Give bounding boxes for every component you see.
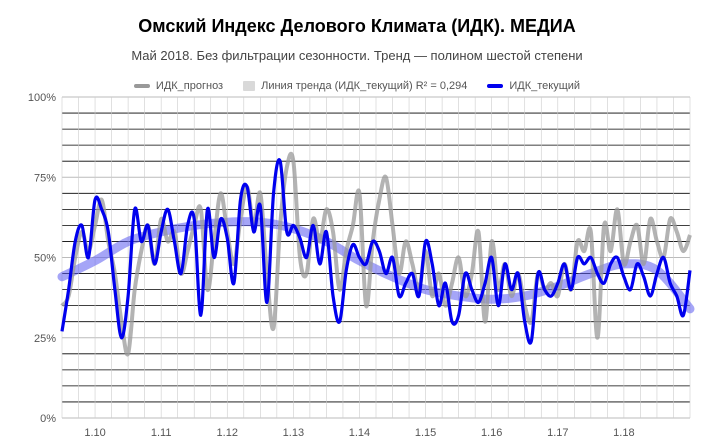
x-tick-label: 1.14 <box>349 427 370 439</box>
x-tick-label: 1.15 <box>415 427 436 439</box>
legend-item-current: ИДК_текущий <box>487 80 580 92</box>
x-tick-label: 1.16 <box>481 427 502 439</box>
legend-item-trend: Линия тренда (ИДК_текущий) R² = 0,294 <box>243 80 467 92</box>
legend-label-forecast: ИДК_прогноз <box>155 80 224 92</box>
legend-label-trend: Линия тренда (ИДК_текущий) R² = 0,294 <box>261 80 468 92</box>
series-forecast-line <box>60 151 692 357</box>
legend-swatch-current <box>487 84 504 88</box>
x-tick-label: 1.10 <box>84 427 105 439</box>
legend-swatch-forecast <box>133 84 150 88</box>
series-current-line <box>60 158 692 345</box>
legend-label-current: ИДК_текущий <box>509 80 581 92</box>
y-tick-label: 50% <box>34 253 56 265</box>
y-tick-label: 25% <box>34 333 56 345</box>
chart-subtitle: Май 2018. Без фильтрации сезонности. Тре… <box>131 48 583 63</box>
y-tick-label: 0% <box>40 413 56 425</box>
x-tick-label: 1.11 <box>151 427 172 439</box>
y-tick-label: 75% <box>34 172 56 184</box>
legend-swatch-trend <box>243 81 256 91</box>
x-tick-label: 1.17 <box>547 427 568 439</box>
legend-item-forecast: ИДК_прогноз <box>133 80 224 92</box>
x-tick-label: 1.13 <box>283 427 304 439</box>
x-tick-label: 1.12 <box>217 427 238 439</box>
x-tick-label: 1.18 <box>613 427 634 439</box>
y-tick-label: 100% <box>28 92 56 104</box>
chart-title: Омский Индекс Делового Климата (ИДК). МЕ… <box>138 16 576 36</box>
legend: ИДК_прогноз Линия тренда (ИДК_текущий) R… <box>0 80 714 92</box>
